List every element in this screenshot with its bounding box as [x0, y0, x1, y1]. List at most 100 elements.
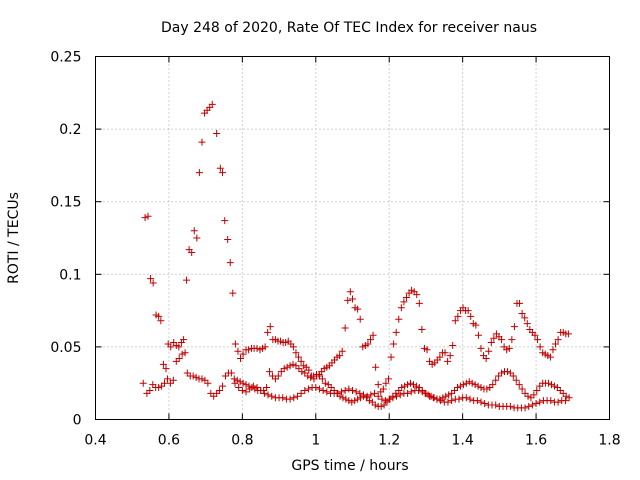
x-tick-label: 1.4	[452, 433, 474, 449]
data-point	[495, 372, 503, 380]
data-point	[305, 366, 313, 374]
data-point	[193, 234, 201, 242]
data-point	[192, 373, 200, 381]
data-point	[268, 392, 276, 400]
data-point	[260, 389, 268, 397]
data-point	[149, 279, 157, 287]
data-point	[188, 249, 196, 257]
data-point	[341, 324, 349, 332]
data-point	[162, 365, 170, 373]
data-point	[402, 294, 410, 302]
data-point	[292, 362, 300, 370]
data-point	[489, 381, 497, 389]
data-point	[147, 275, 155, 283]
data-point	[236, 378, 244, 386]
data-point	[349, 295, 356, 303]
data-point	[393, 392, 401, 400]
data-point	[216, 164, 224, 172]
data-point	[139, 379, 147, 387]
plot-frame	[95, 56, 610, 420]
data-point	[510, 323, 518, 331]
data-point	[338, 347, 346, 355]
data-point	[263, 384, 271, 392]
data-point	[304, 372, 312, 380]
data-point	[409, 381, 417, 389]
data-point	[512, 376, 520, 384]
data-point	[210, 392, 218, 400]
data-point	[348, 398, 356, 406]
data-point	[190, 227, 198, 235]
data-point	[356, 389, 364, 397]
data-point	[477, 384, 485, 392]
data-point	[189, 372, 197, 380]
data-point	[390, 340, 398, 348]
data-point	[372, 363, 380, 371]
data-point	[521, 314, 529, 322]
data-point	[448, 397, 456, 405]
data-point	[349, 386, 356, 394]
data-point	[436, 353, 444, 361]
grid	[95, 56, 610, 420]
data-point	[380, 401, 388, 409]
data-point	[297, 357, 305, 365]
data-point	[356, 315, 364, 323]
data-point	[415, 384, 423, 392]
data-point	[159, 360, 167, 368]
data-point	[377, 402, 385, 410]
data-point	[506, 369, 514, 377]
data-point	[172, 357, 180, 365]
data-point	[208, 100, 216, 108]
data-point	[503, 368, 511, 376]
data-point	[468, 379, 476, 387]
data-point	[230, 375, 238, 383]
data-point	[318, 375, 326, 383]
data-point	[274, 372, 282, 380]
data-point	[437, 397, 445, 405]
data-point	[144, 212, 152, 220]
data-point	[239, 350, 247, 358]
data-point	[312, 384, 320, 392]
data-point	[462, 379, 470, 387]
data-point	[157, 317, 165, 325]
data-point	[264, 391, 272, 399]
data-point	[550, 382, 558, 390]
data-point	[324, 381, 332, 389]
data-point	[261, 343, 269, 351]
data-point	[536, 398, 544, 406]
data-point	[413, 291, 421, 299]
data-point	[253, 384, 261, 392]
data-point	[279, 394, 287, 402]
data-point	[492, 376, 500, 384]
data-point	[523, 320, 531, 328]
y-tick-label: 0.25	[50, 50, 81, 66]
data-point	[451, 386, 459, 394]
data-point	[345, 385, 353, 393]
y-tick-label: 0.1	[59, 267, 81, 283]
data-point	[456, 382, 464, 390]
data-point	[365, 397, 373, 405]
data-point	[498, 369, 506, 377]
data-point	[141, 214, 149, 222]
data-point	[289, 343, 297, 351]
data-point	[474, 382, 482, 390]
data-point	[384, 375, 392, 383]
data-point	[392, 389, 400, 397]
data-point	[481, 400, 489, 408]
data-point	[509, 372, 517, 380]
data-point	[155, 312, 163, 320]
data-point	[433, 395, 441, 403]
x-tick-label: 0.8	[231, 433, 253, 449]
data-point	[486, 384, 494, 392]
data-point	[515, 381, 523, 389]
data-point	[396, 391, 404, 399]
data-point	[341, 386, 349, 394]
data-point	[556, 386, 564, 394]
data-point	[242, 381, 250, 389]
data-point	[201, 376, 209, 384]
data-point	[264, 328, 272, 336]
data-point	[344, 296, 352, 304]
data-point	[454, 384, 462, 392]
data-point	[242, 388, 250, 396]
data-point	[477, 398, 485, 406]
